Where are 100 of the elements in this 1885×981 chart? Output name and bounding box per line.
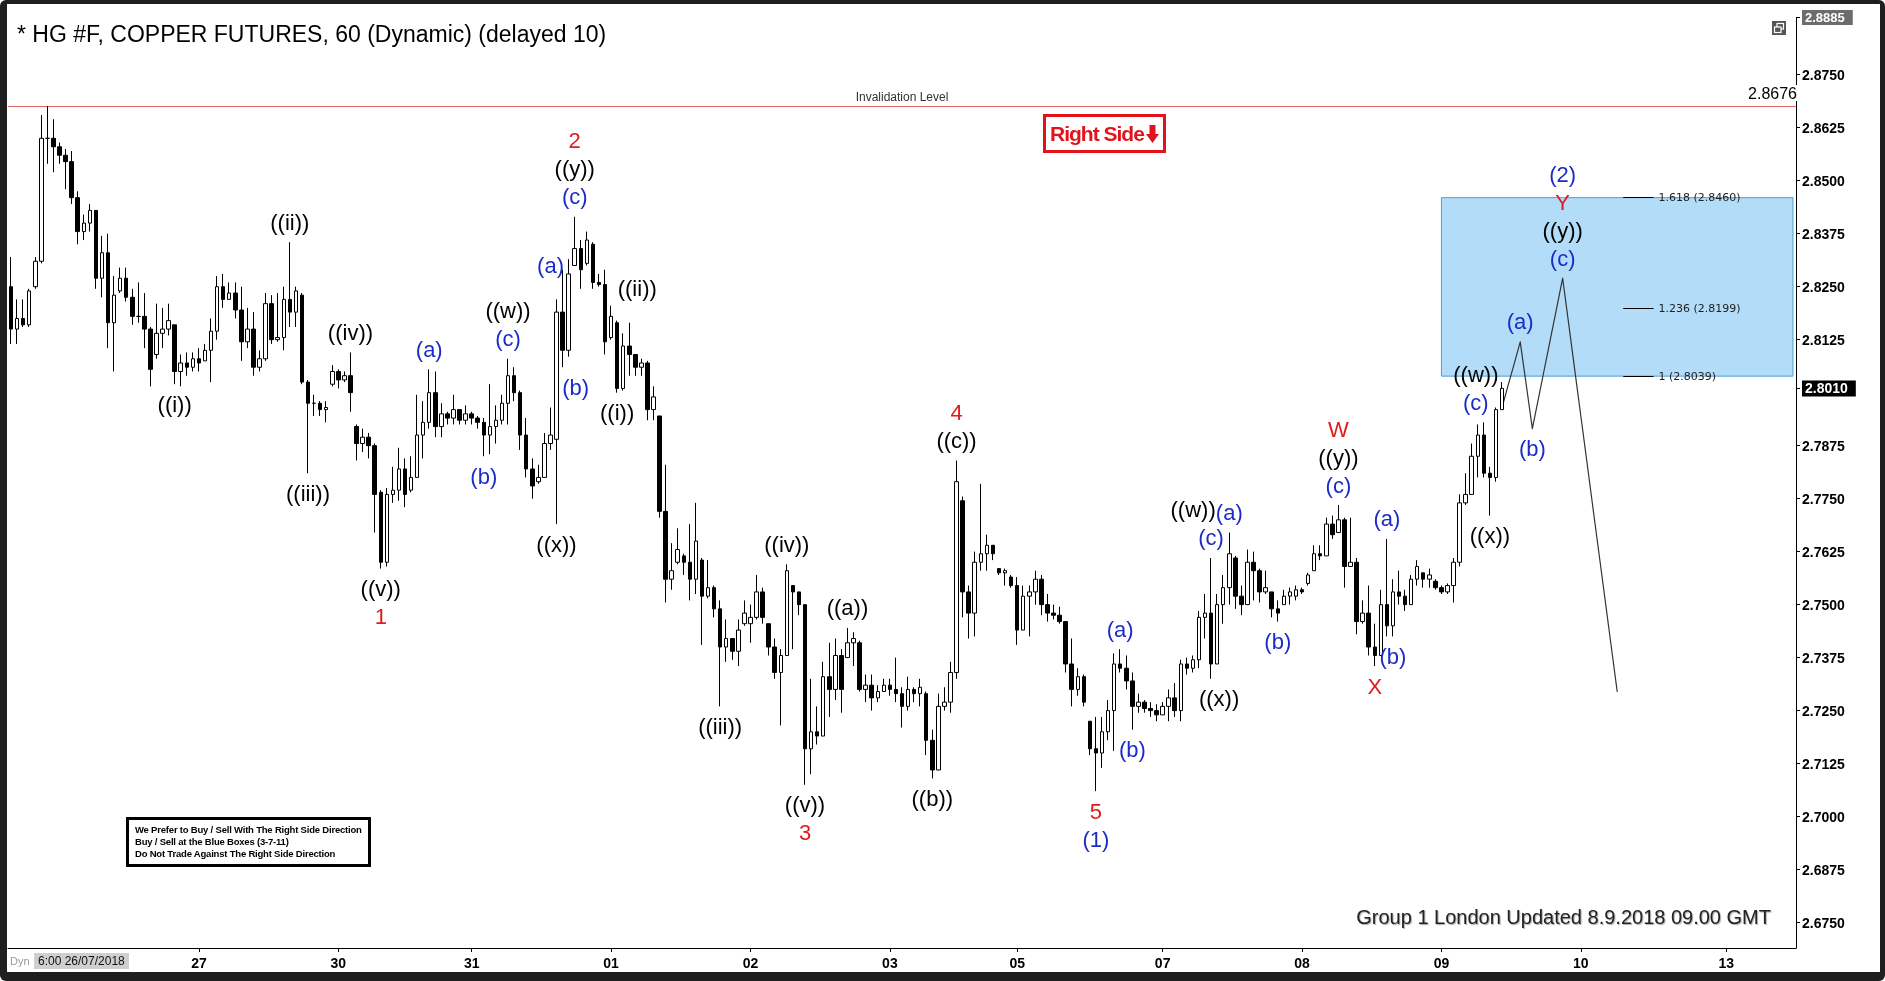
candlestick: [215, 275, 219, 341]
candlestick: [88, 203, 92, 233]
candlestick: [682, 553, 686, 576]
annotation: (1): [1082, 826, 1110, 852]
candlestick: [118, 267, 122, 294]
candlestick: [1221, 574, 1225, 625]
candlestick: [1318, 544, 1322, 561]
candlestick: [1312, 544, 1316, 572]
annotation: ((w)): [1453, 361, 1499, 387]
candlestick: [324, 400, 328, 423]
annotation: ((ii)): [270, 209, 310, 235]
x-tick-label: 30: [330, 955, 347, 971]
candlestick: [1288, 587, 1292, 606]
candlestick: [318, 400, 322, 417]
candlestick: [621, 332, 625, 392]
candlestick: [1300, 587, 1304, 595]
y-tick-label: 2.8625: [1802, 119, 1846, 136]
annotation: (c): [495, 326, 521, 352]
candlestick: [1009, 574, 1013, 589]
annotation: ((ii)): [617, 276, 657, 302]
y-tick-label: 2.7625: [1802, 543, 1846, 560]
candlestick: [597, 273, 601, 288]
candlestick: [675, 527, 680, 565]
candlestick: [1215, 593, 1219, 665]
candlestick: [585, 231, 589, 266]
annotation: ((i)): [157, 391, 192, 417]
y-tick-label: 2.7875: [1802, 437, 1846, 454]
candlestick: [821, 661, 825, 737]
candlestick: [918, 678, 922, 707]
candlestick: [815, 705, 819, 746]
candlestick: [15, 298, 19, 345]
candlestick: [1282, 589, 1286, 606]
y-tick-label: 2.6750: [1802, 914, 1846, 931]
candlestick: [809, 678, 813, 775]
y-tick-label: 2.7000: [1802, 808, 1846, 825]
ref-line-label: 1 (2.8039): [1658, 369, 1717, 383]
y-tick-label: 2.8010: [1805, 380, 1849, 397]
candlestick: [882, 678, 886, 693]
annotation: ((y)): [1318, 444, 1359, 470]
annotation: ((x)): [1469, 523, 1511, 549]
candlestick: [1197, 610, 1201, 669]
candlestick: [1209, 557, 1213, 680]
annotation: ((iii)): [698, 713, 743, 739]
annotation: (b): [1264, 629, 1292, 655]
annotation: ((a)): [826, 595, 869, 621]
y-tick-label: 2.8500: [1802, 172, 1846, 189]
candlestick: [1082, 674, 1086, 707]
candlestick: [1076, 667, 1080, 697]
annotation: (b): [470, 463, 498, 489]
candlestick: [1397, 570, 1401, 606]
annotation: 3: [798, 820, 812, 846]
annotation: ((y)): [1542, 217, 1583, 243]
candlestick: [1373, 623, 1377, 667]
candlestick: [512, 366, 516, 402]
ref-line-label: Invalidation Level: [855, 90, 949, 105]
y-tick-label: 2.7500: [1802, 596, 1846, 613]
annotation: (b): [1379, 643, 1407, 669]
annotation: 1: [374, 604, 387, 630]
annotation: W: [1328, 416, 1350, 442]
annotation: 5: [1089, 798, 1103, 824]
candlestick: [312, 394, 316, 417]
y-tick-label: 2.7125: [1802, 755, 1846, 772]
y-tick-label: 2.7250: [1802, 702, 1846, 719]
candlestick: [1021, 585, 1025, 631]
candlestick: [1179, 659, 1183, 722]
candlestick: [300, 292, 304, 385]
annotation: (c): [1198, 525, 1224, 551]
candlestick: [991, 544, 995, 561]
candlestick: [1403, 589, 1407, 612]
candlestick: [694, 502, 698, 595]
chart-title: * HG #F, COPPER FUTURES, 60 (Dynamic) (delayed 10): [17, 20, 607, 47]
y-tick-label: 2.8375: [1802, 225, 1846, 242]
candlestick: [27, 288, 31, 328]
candlestick: [397, 447, 401, 502]
candlestick: [1003, 568, 1007, 587]
candlestick: [488, 383, 492, 455]
candlestick: [282, 286, 286, 351]
annotation: Buy / Sell at the Blue Boxes (3-7-11): [135, 836, 290, 848]
candlestick: [106, 233, 110, 349]
candlestick: [706, 559, 710, 599]
candlestick: [94, 209, 98, 290]
annotation: ((iii)): [286, 480, 330, 506]
annotation: ((x)): [1198, 686, 1240, 712]
candlestick: [415, 394, 419, 478]
candlestick: [985, 534, 989, 572]
candlestick: [506, 358, 510, 425]
annotation: (a): [1506, 309, 1534, 335]
candlestick: [379, 489, 383, 570]
candlestick: [591, 241, 595, 290]
note-box: We Prefer to Buy / Sell With The Right Side Direction Buy / Sell at the Blue Boxes (3-7-11) Do Not Trade Against The Right Side Direction: [126, 817, 371, 867]
annotation: ((w)): [1170, 497, 1216, 523]
y-tick-label: 2.8125: [1802, 331, 1846, 348]
x-tick-label: 02: [742, 955, 759, 971]
candlestick: [609, 305, 613, 341]
candlestick: [1409, 574, 1413, 606]
candlestick: [427, 368, 431, 430]
candlestick: [112, 275, 116, 372]
candlestick: [1500, 381, 1504, 411]
annotation: Do Not Trade Against The Right Side Direction: [135, 848, 337, 860]
annotation: ((y)): [554, 156, 595, 182]
